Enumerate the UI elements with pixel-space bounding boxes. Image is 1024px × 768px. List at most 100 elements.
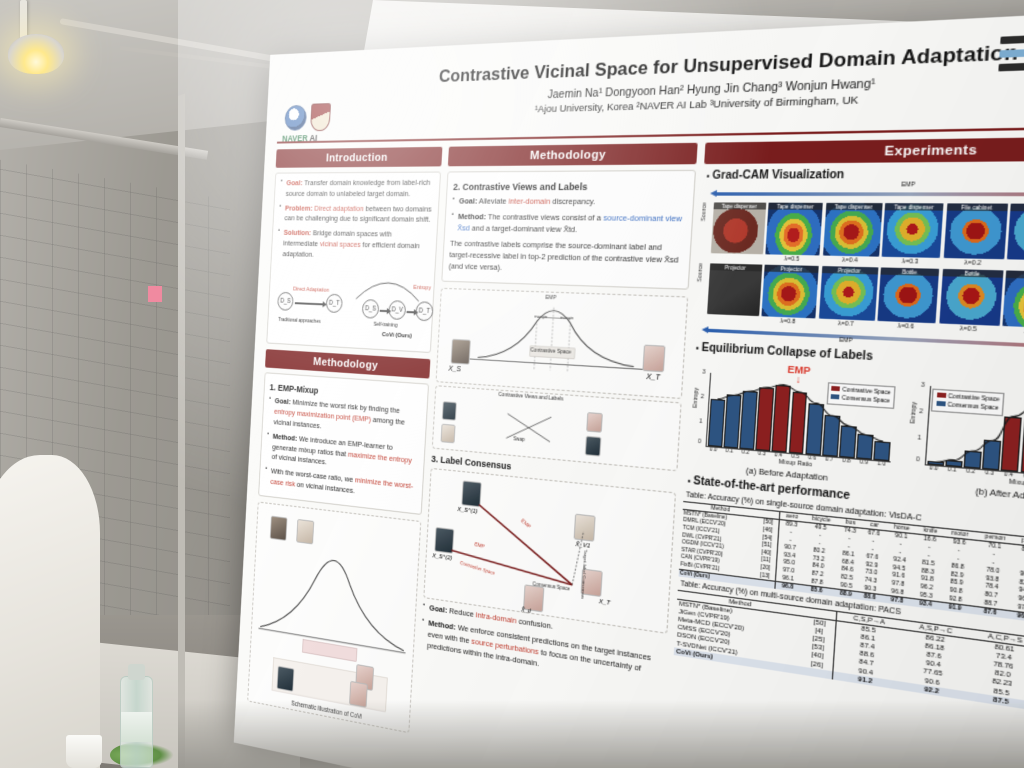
- chart-bar: [805, 402, 824, 456]
- thumbnail-label-2: [584, 436, 602, 457]
- thumbnail-xt: [642, 344, 666, 373]
- y-tick: 1: [699, 418, 703, 426]
- y-tick: 3: [702, 369, 706, 376]
- gradcam-image: Bottle: [1002, 270, 1024, 329]
- chart-legend: Contrastive Space Consensus Space: [930, 388, 1005, 417]
- gradcam-caption: File cabinet: [1010, 203, 1024, 212]
- naver-text: NAVER: [281, 133, 310, 144]
- list-item: Solution: Bridge domain spaces with inte…: [277, 228, 432, 263]
- birmingham-university-logo-icon: [309, 103, 332, 132]
- column-left: Introduction Goal: Transfer domain knowl…: [246, 146, 443, 756]
- gradcam-figure: EMP Source Tape dispenser Tape dispenser…: [693, 182, 1024, 360]
- chart-bar: [873, 440, 891, 462]
- lambda-label: λ=0.3: [901, 258, 919, 266]
- methodology-left-panel: 1. EMP-Mixup Goal: Minimize the worst ri…: [258, 372, 429, 515]
- sticky-note: [148, 286, 162, 302]
- gradcam-image: File cabinet: [1006, 203, 1024, 261]
- figure-caption-covi: Schematic illustration of CoVi: [291, 700, 363, 721]
- cell-value: 96.0: [1016, 612, 1024, 622]
- emp-gradient-bar: [715, 192, 1024, 196]
- emp-axis-label: EMP: [839, 337, 853, 345]
- lambda-label: λ=0.2: [964, 259, 982, 268]
- list-item: Goal: Transfer domain knowledge from lab…: [280, 178, 434, 200]
- gradcam-cell: Projector: [706, 263, 762, 317]
- poster-wrapper: NAVER AI Contrastive Vicinal Space for U…: [178, 0, 1024, 768]
- figure-label-xs: X_S: [448, 365, 462, 374]
- thumbnail-xs1: [461, 480, 482, 508]
- gradcam-image: Bottle: [877, 267, 940, 324]
- chart-legend: Contrastive Space Consensus Space: [826, 382, 896, 410]
- diagram-label-direct-adaptation: Direct Adaptation: [292, 286, 330, 295]
- gradcam-cell: File cabinet λ=0.2: [943, 203, 1008, 268]
- chart-plot-area: Entropy 3 2 1 0 Contrastive Space C: [692, 369, 896, 463]
- list-item: Goal: Alleviate inter-domain discrepancy…: [452, 196, 687, 209]
- y-tick: 1: [917, 434, 922, 443]
- thumbnail-xs2: [434, 527, 455, 555]
- thumbnail-xv1: [573, 513, 596, 543]
- diagram-node-ds2: D_S: [361, 299, 380, 320]
- row-side-label-source: Source: [700, 202, 709, 222]
- legend-label: Consensus Space: [947, 402, 999, 412]
- paper-cup: [66, 735, 102, 768]
- chart-bar: [707, 398, 726, 448]
- gradcam-image: Tape dispenser: [710, 202, 766, 255]
- subsection-contrastive-views: 2. Contrastive Views and Labels: [452, 181, 588, 193]
- bullet-label: Goal:: [458, 196, 478, 206]
- label-emp-2: EMP: [519, 518, 532, 531]
- gradcam-image: Tape dispenser: [881, 203, 944, 258]
- thumbnail-label-1: [586, 412, 603, 434]
- diagram-caption-selftraining: Self-training: [373, 322, 398, 330]
- figure-label-xt: X_T: [646, 373, 661, 383]
- naver-ai-logo: NAVER AI: [282, 133, 318, 143]
- poster-header: NAVER AI Contrastive Vicinal Space for U…: [277, 19, 1024, 143]
- contrastive-space-figure: EMP margin margin Contrastive Space: [435, 288, 689, 400]
- poster-columns: Introduction Goal: Transfer domain knowl…: [246, 135, 1024, 768]
- legend-swatch-consensus: [830, 394, 840, 400]
- diagram-caption-traditional: Traditional approaches: [278, 317, 321, 326]
- gradcam-caption: Tape dispenser: [713, 202, 766, 210]
- gradcam-cell: File cabinet λ=0.1: [1006, 203, 1024, 270]
- chart-bar: [927, 461, 945, 466]
- gradcam-row-1: Source Tape dispenser Tape dispenser λ=0.…: [698, 202, 1024, 272]
- introduction-diagram: D_S Direct Adaptation D_T Traditional ap…: [272, 263, 434, 347]
- gradcam-cell: Tape dispenser λ=0.4: [822, 202, 883, 265]
- thumbnail-view-sd: [441, 401, 457, 422]
- contrastive-views-panel: 2. Contrastive Views and Labels Goal: Al…: [441, 169, 697, 291]
- lambda-label: λ=0.1: [1006, 261, 1024, 270]
- gradcam-image: Tape dispenser: [822, 202, 883, 257]
- cell-value: 88.9: [839, 590, 853, 599]
- gradcam-caption: Tape dispenser: [768, 202, 823, 210]
- lamp-pole: [20, 0, 27, 42]
- conference-poster[interactable]: NAVER AI Contrastive Vicinal Space for U…: [233, 4, 1024, 768]
- legend-swatch-contrastive: [936, 392, 946, 399]
- diagram-caption-covi: CoVi (Ours): [381, 332, 412, 341]
- chart-bar: [723, 394, 742, 449]
- gradcam-image: Projector: [706, 263, 762, 317]
- bullet-highlight: inter-domain: [508, 196, 551, 207]
- chart-bar: [1001, 415, 1023, 473]
- eccv-logo: ECCV TEL AVIV 2022: [993, 22, 1024, 109]
- contrastive-views-bullets: Goal: Alleviate inter-domain discrepancy…: [451, 196, 687, 237]
- gradcam-image: Projector: [818, 266, 878, 321]
- gradcam-caption: Tape dispenser: [825, 202, 883, 211]
- diagram-label-entropy: Entropy: [413, 285, 432, 293]
- bullet-highlight: intra-domain: [475, 610, 517, 626]
- diagram-node-ds: D_S: [277, 292, 294, 312]
- chart-y-axis-label: Entropy: [909, 401, 919, 424]
- figure-contrastive-space-label: Contrastive Space: [530, 347, 572, 357]
- gradcam-cell: Bottle λ=0.6: [877, 267, 940, 331]
- institution-logos: [284, 103, 332, 132]
- figure-views-caption: Contrastive Views and Labels: [498, 392, 564, 404]
- bullet-text: Transfer domain knowledge from label-ric…: [285, 177, 431, 198]
- emp-axis-top: EMP: [702, 182, 1024, 203]
- gradcam-cell: Tape dispenser λ=0.3: [881, 203, 944, 266]
- bullet-label: Solution:: [283, 228, 312, 238]
- legend-swatch-consensus: [935, 401, 946, 407]
- gradcam-image: Tape dispenser: [765, 202, 823, 256]
- section-title-introduction: Introduction: [275, 146, 443, 168]
- bullet-label: Goal:: [428, 603, 448, 616]
- figure-emp-label: EMP: [545, 295, 557, 302]
- gradcam-image: Bottle: [938, 268, 1003, 326]
